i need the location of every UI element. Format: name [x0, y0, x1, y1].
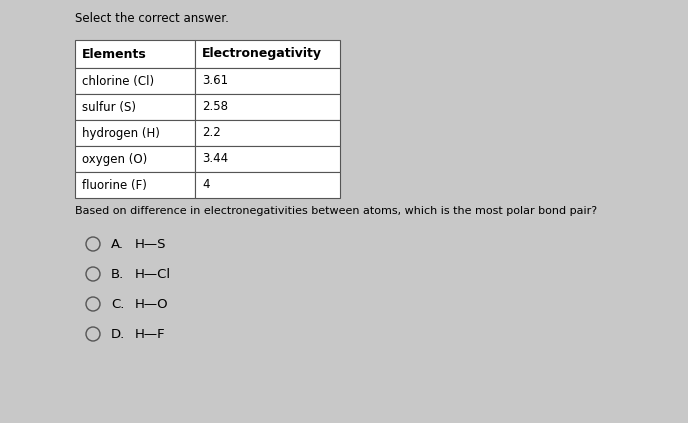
Text: sulfur (S): sulfur (S): [82, 101, 136, 113]
Text: H—Cl: H—Cl: [135, 267, 171, 280]
Text: A.: A.: [111, 237, 124, 250]
Text: H—F: H—F: [135, 327, 166, 341]
Bar: [75, 120, 195, 146]
Text: Electronegativity: Electronegativity: [202, 47, 322, 60]
Text: Select the correct answer.: Select the correct answer.: [75, 12, 229, 25]
Text: D.: D.: [111, 327, 125, 341]
Text: fluorine (F): fluorine (F): [82, 179, 147, 192]
Bar: [75, 94, 195, 120]
Text: 3.44: 3.44: [202, 153, 228, 165]
Bar: [75, 146, 195, 172]
Text: hydrogen (H): hydrogen (H): [82, 126, 160, 140]
Text: 2.2: 2.2: [202, 126, 221, 140]
Bar: [195, 146, 340, 172]
Text: H—S: H—S: [135, 237, 166, 250]
Text: C.: C.: [111, 297, 125, 310]
Text: oxygen (O): oxygen (O): [82, 153, 147, 165]
Text: 3.61: 3.61: [202, 74, 228, 88]
Text: Elements: Elements: [82, 47, 147, 60]
Text: 4: 4: [202, 179, 210, 192]
Text: H—O: H—O: [135, 297, 169, 310]
Bar: [75, 172, 195, 198]
Text: chlorine (Cl): chlorine (Cl): [82, 74, 154, 88]
Bar: [75, 68, 195, 94]
Text: 2.58: 2.58: [202, 101, 228, 113]
Text: B.: B.: [111, 267, 125, 280]
Text: Based on difference in electronegativities between atoms, which is the most pola: Based on difference in electronegativiti…: [75, 206, 597, 216]
Bar: [195, 94, 340, 120]
Bar: [195, 68, 340, 94]
Bar: [195, 172, 340, 198]
Bar: [195, 40, 340, 68]
Bar: [195, 120, 340, 146]
Bar: [75, 40, 195, 68]
